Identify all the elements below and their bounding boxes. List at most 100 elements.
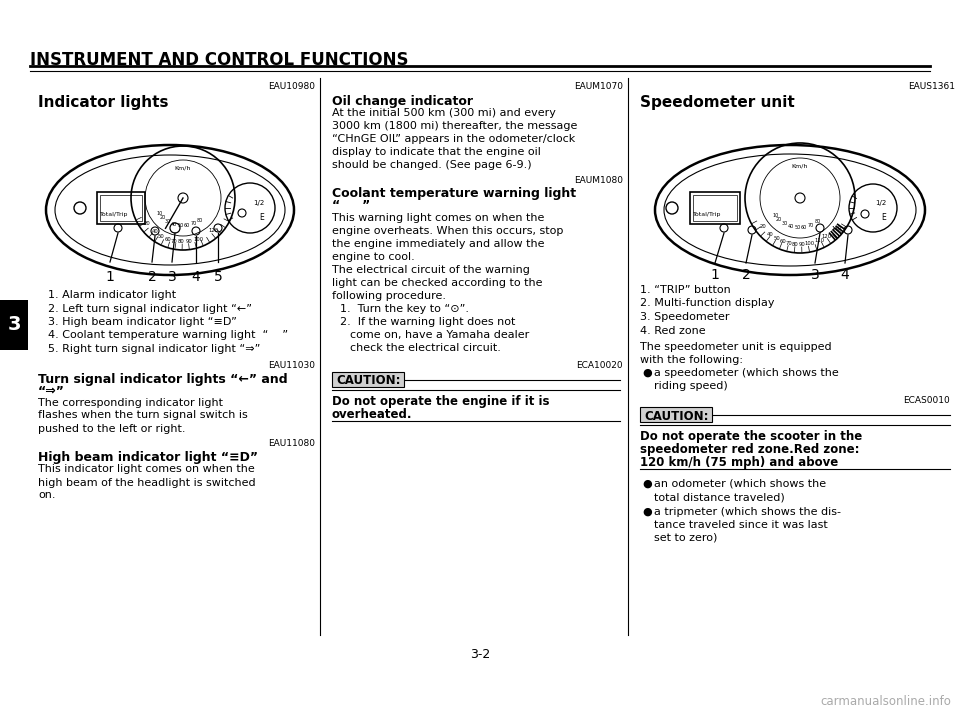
Text: 3. Speedometer: 3. Speedometer	[640, 312, 730, 322]
Text: EAUM1080: EAUM1080	[574, 176, 623, 185]
Text: 4: 4	[192, 270, 201, 284]
Text: 1/2: 1/2	[875, 200, 886, 206]
Text: Do not operate the engine if it is: Do not operate the engine if it is	[332, 395, 549, 408]
Text: Km/h: Km/h	[175, 166, 191, 170]
Text: 1/2: 1/2	[253, 200, 264, 206]
Text: CAUTION:: CAUTION:	[336, 375, 400, 388]
Text: 50: 50	[773, 236, 780, 241]
Text: 1.  Turn the key to “⊙”.: 1. Turn the key to “⊙”.	[340, 304, 469, 314]
Text: Do not operate the scooter in the: Do not operate the scooter in the	[640, 430, 862, 443]
Text: 80: 80	[815, 220, 821, 225]
Text: high beam of the headlight is switched: high beam of the headlight is switched	[38, 477, 255, 488]
Text: 1. “TRIP” button: 1. “TRIP” button	[640, 285, 731, 295]
Text: with the following:: with the following:	[640, 355, 743, 365]
Text: E: E	[881, 213, 886, 222]
Text: 10: 10	[772, 213, 779, 218]
Text: ●: ●	[642, 368, 652, 378]
Text: 140: 140	[831, 225, 841, 230]
Text: 40: 40	[171, 222, 178, 227]
Text: 3: 3	[810, 268, 820, 282]
Text: 20: 20	[144, 220, 151, 225]
Text: ECAS0010: ECAS0010	[903, 396, 950, 405]
Text: flashes when the turn signal switch is: flashes when the turn signal switch is	[38, 411, 248, 421]
Text: 3-2: 3-2	[469, 648, 491, 661]
Text: ●: ●	[642, 479, 652, 489]
Text: 50: 50	[157, 233, 164, 238]
Text: 2. Left turn signal indicator light “←”: 2. Left turn signal indicator light “←”	[48, 304, 252, 314]
Text: 2: 2	[148, 270, 156, 284]
Text: 100: 100	[193, 237, 204, 242]
Text: 3: 3	[8, 315, 21, 335]
Text: ●: ●	[642, 507, 652, 517]
Text: At the initial 500 km (300 mi) and every: At the initial 500 km (300 mi) and every	[332, 108, 556, 118]
Text: High beam indicator light “≡D”: High beam indicator light “≡D”	[38, 452, 258, 465]
Text: speedometer red zone.Red zone:: speedometer red zone.Red zone:	[640, 443, 859, 456]
Text: 1: 1	[710, 268, 719, 282]
Text: The corresponding indicator light: The corresponding indicator light	[38, 398, 223, 408]
Text: set to zero): set to zero)	[654, 533, 717, 543]
Text: “⇒”: “⇒”	[38, 385, 65, 398]
Text: 20: 20	[160, 215, 166, 220]
Text: 2: 2	[742, 268, 751, 282]
Text: come on, have a Yamaha dealer: come on, have a Yamaha dealer	[350, 330, 529, 340]
Text: Km/h: Km/h	[792, 164, 808, 169]
Text: Turn signal indicator lights “←” and: Turn signal indicator lights “←” and	[38, 373, 288, 386]
FancyBboxPatch shape	[332, 372, 404, 387]
Text: This warning light comes on when the: This warning light comes on when the	[332, 213, 544, 223]
Text: engine overheats. When this occurs, stop: engine overheats. When this occurs, stop	[332, 226, 564, 236]
Text: light can be checked according to the: light can be checked according to the	[332, 278, 542, 288]
Text: INSTRUMENT AND CONTROL FUNCTIONS: INSTRUMENT AND CONTROL FUNCTIONS	[30, 51, 409, 69]
Text: 20: 20	[759, 225, 766, 230]
Text: 50: 50	[178, 223, 184, 228]
Text: 4. Coolant temperature warning light  “    ”: 4. Coolant temperature warning light “ ”	[48, 330, 288, 340]
Text: 60: 60	[801, 225, 807, 230]
Text: 4. Red zone: 4. Red zone	[640, 325, 706, 335]
Text: a speedometer (which shows the: a speedometer (which shows the	[654, 368, 839, 378]
Text: should be changed. (See page 6-9.): should be changed. (See page 6-9.)	[332, 160, 532, 170]
Text: on.: on.	[38, 490, 56, 500]
Text: “CHnGE OIL” appears in the odometer/clock: “CHnGE OIL” appears in the odometer/cloc…	[332, 134, 575, 144]
Text: 40: 40	[152, 229, 158, 234]
Text: 1: 1	[106, 270, 114, 284]
Text: 40: 40	[787, 224, 794, 229]
Text: EAU11080: EAU11080	[268, 439, 315, 449]
Text: overheated.: overheated.	[332, 408, 413, 421]
Text: carmanualsonline.info: carmanualsonline.info	[820, 695, 950, 708]
Text: CAUTION:: CAUTION:	[644, 409, 708, 422]
Text: 10: 10	[156, 211, 162, 215]
Text: 3000 km (1800 mi) thereafter, the message: 3000 km (1800 mi) thereafter, the messag…	[332, 121, 577, 131]
Text: EAUS1361: EAUS1361	[908, 82, 955, 91]
Text: Oil change indicator: Oil change indicator	[332, 95, 473, 108]
Text: 20: 20	[776, 217, 782, 222]
Text: Speedometer unit: Speedometer unit	[640, 95, 795, 110]
Text: The electrical circuit of the warning: The electrical circuit of the warning	[332, 265, 530, 275]
Text: Coolant temperature warning light: Coolant temperature warning light	[332, 187, 576, 200]
Text: EAU10980: EAU10980	[268, 82, 315, 91]
Text: E: E	[259, 213, 264, 222]
Text: check the electrical circuit.: check the electrical circuit.	[350, 343, 501, 353]
Text: 110: 110	[815, 238, 825, 243]
Text: 30: 30	[165, 219, 171, 224]
Text: 30: 30	[781, 221, 787, 226]
Text: an odometer (which shows the: an odometer (which shows the	[654, 479, 827, 489]
Text: 2.  If the warning light does not: 2. If the warning light does not	[340, 317, 516, 327]
Text: 2. Multi-function display: 2. Multi-function display	[640, 299, 775, 309]
Text: EAUM1070: EAUM1070	[574, 82, 623, 91]
Bar	[0, 300, 28, 350]
Text: “     ”: “ ”	[332, 199, 371, 212]
Text: 120: 120	[822, 234, 832, 239]
Text: The speedometer unit is equipped: The speedometer unit is equipped	[640, 342, 831, 352]
Text: tance traveled since it was last: tance traveled since it was last	[654, 520, 828, 530]
Text: 120 km/h (75 mph) and above: 120 km/h (75 mph) and above	[640, 456, 838, 469]
Text: 90: 90	[185, 239, 193, 244]
Text: 90: 90	[799, 243, 805, 248]
Text: 70: 70	[808, 223, 814, 228]
Text: Total/Trip: Total/Trip	[693, 212, 721, 217]
Text: 60: 60	[780, 239, 786, 244]
Text: 40: 40	[767, 232, 774, 237]
Text: This indicator light comes on when the: This indicator light comes on when the	[38, 465, 254, 475]
Text: 120: 120	[208, 228, 218, 233]
Text: following procedure.: following procedure.	[332, 291, 446, 301]
Text: 3. High beam indicator light “≡D”: 3. High beam indicator light “≡D”	[48, 317, 237, 327]
Text: 80: 80	[178, 239, 184, 244]
